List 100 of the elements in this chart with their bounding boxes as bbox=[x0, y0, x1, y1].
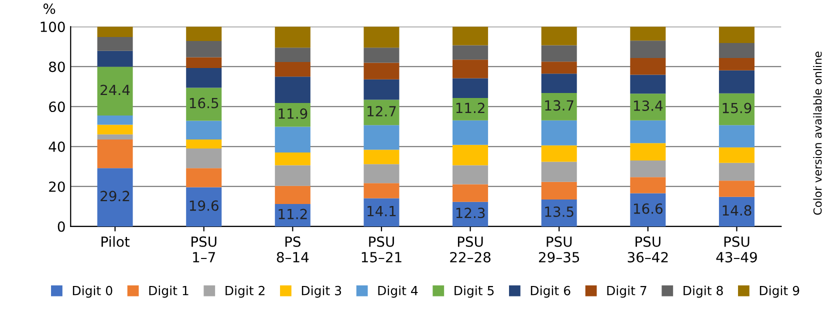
data-label: 13.7 bbox=[545, 100, 574, 111]
bar bbox=[718, 70, 754, 94]
bar bbox=[97, 140, 133, 168]
bar bbox=[630, 74, 666, 94]
x-tick-label: PSU 22–28 bbox=[450, 236, 490, 262]
bar bbox=[630, 58, 666, 75]
bar bbox=[541, 120, 577, 146]
data-label: 14.8 bbox=[722, 205, 752, 216]
x-tick-label: PSU 15–21 bbox=[362, 236, 402, 262]
bar bbox=[718, 196, 754, 226]
bar bbox=[364, 100, 400, 126]
bar bbox=[364, 26, 400, 48]
bar bbox=[630, 193, 666, 226]
bar bbox=[97, 134, 133, 140]
data-label: 13.4 bbox=[634, 100, 663, 111]
bar bbox=[97, 37, 133, 51]
data-label: 11.2 bbox=[278, 208, 307, 220]
legend-label: Digit 0 bbox=[72, 286, 112, 298]
bar bbox=[364, 79, 400, 100]
bar bbox=[274, 152, 310, 166]
bar bbox=[718, 162, 754, 181]
x-tick-label: PSU 36–42 bbox=[628, 236, 668, 262]
bar bbox=[718, 26, 754, 44]
legend-label: Digit 6 bbox=[530, 286, 570, 298]
bar bbox=[97, 50, 133, 67]
data-label: 11.2 bbox=[456, 102, 484, 113]
y-tick-label: 60 bbox=[49, 102, 65, 112]
x-tick-label: Pilot bbox=[102, 236, 130, 247]
bar bbox=[630, 177, 666, 194]
legend-label: Digit 4 bbox=[378, 286, 418, 298]
bar bbox=[452, 144, 488, 166]
bar bbox=[452, 120, 488, 145]
legend-label: Digit 8 bbox=[684, 286, 723, 298]
legend-label: Digit 3 bbox=[302, 286, 342, 298]
legend-label: Digit 9 bbox=[760, 286, 800, 298]
bar bbox=[186, 41, 222, 58]
bar bbox=[541, 182, 577, 200]
bar bbox=[452, 26, 488, 46]
bar bbox=[630, 26, 666, 41]
bar bbox=[274, 165, 310, 186]
bar bbox=[541, 162, 577, 182]
bar bbox=[541, 145, 577, 162]
bar bbox=[364, 183, 400, 198]
bar bbox=[452, 165, 488, 184]
bar bbox=[630, 40, 666, 58]
bar bbox=[186, 187, 222, 226]
data-label: 16.6 bbox=[634, 203, 663, 214]
bar bbox=[186, 88, 222, 121]
legend-label: Digit 5 bbox=[454, 286, 494, 298]
bar bbox=[186, 140, 222, 149]
data-label: 11.9 bbox=[278, 108, 308, 119]
bar bbox=[97, 66, 133, 116]
data-label: 29.2 bbox=[100, 190, 130, 202]
bar bbox=[274, 186, 310, 204]
x-tick-label: PS 8–14 bbox=[276, 236, 309, 262]
bar bbox=[364, 125, 400, 150]
data-label: 15.9 bbox=[722, 102, 752, 114]
bar bbox=[274, 126, 310, 153]
x-tick-label: PSU 1–7 bbox=[192, 236, 216, 262]
bar bbox=[541, 45, 577, 62]
y-tick-label: 40 bbox=[48, 141, 65, 152]
bar bbox=[452, 78, 488, 98]
legend-label: Digit 1 bbox=[149, 286, 188, 298]
bar bbox=[452, 98, 488, 120]
data-label: 13.5 bbox=[545, 206, 574, 217]
y-axis-title: % bbox=[43, 3, 56, 14]
text: Color version available online bbox=[813, 52, 822, 215]
y-tick-label: 20 bbox=[49, 181, 65, 192]
legend-label: Digit 7 bbox=[607, 286, 646, 298]
bar bbox=[186, 168, 222, 188]
data-label: 24.4 bbox=[100, 84, 130, 96]
bar bbox=[718, 58, 754, 70]
y-tick-label: 80 bbox=[49, 62, 65, 72]
bar bbox=[186, 148, 222, 168]
bar bbox=[186, 68, 222, 88]
bar bbox=[718, 180, 754, 197]
bar bbox=[452, 184, 488, 202]
x-tick-label: PSU 29–35 bbox=[538, 236, 580, 262]
bar bbox=[274, 62, 310, 77]
bar bbox=[274, 76, 310, 103]
y-tick-label: 0 bbox=[58, 221, 65, 232]
data-label: 12.3 bbox=[456, 208, 485, 218]
bar bbox=[364, 164, 400, 184]
bar bbox=[718, 125, 754, 148]
bar bbox=[541, 199, 577, 226]
bar bbox=[97, 168, 133, 226]
bar bbox=[364, 150, 400, 164]
bar bbox=[186, 26, 222, 42]
data-label: 12.7 bbox=[368, 106, 396, 116]
data-label: 16.5 bbox=[190, 98, 218, 108]
bar bbox=[364, 62, 400, 80]
bar bbox=[274, 204, 310, 226]
bar bbox=[97, 26, 133, 38]
bar bbox=[718, 93, 754, 126]
bar bbox=[186, 120, 222, 140]
bar bbox=[630, 160, 666, 178]
bar bbox=[274, 26, 310, 48]
bar bbox=[364, 48, 400, 63]
bar bbox=[274, 48, 310, 62]
bar bbox=[364, 198, 400, 226]
